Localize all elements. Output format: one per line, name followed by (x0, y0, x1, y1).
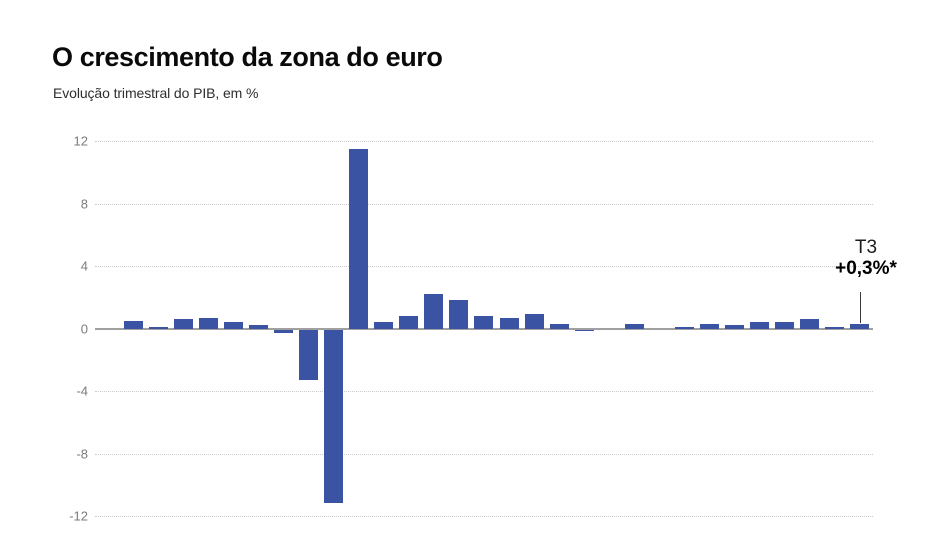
y-axis-tick-label: -4 (76, 383, 88, 399)
gdp-quarter-bar (149, 326, 169, 329)
annotation-callout-line (859, 292, 861, 323)
gdp-quarter-bar (474, 316, 494, 329)
y-axis-tick-label: -8 (76, 446, 88, 461)
gdp-quarter-bar (374, 322, 394, 329)
chart-title: O crescimento da zona do euro (52, 42, 443, 72)
gdp-quarter-bar (224, 322, 244, 329)
annotation-quarter-label: T3 (854, 237, 878, 258)
gdp-quarter-bar (699, 323, 719, 329)
gdp-quarter-bar (774, 322, 794, 329)
annotation-value-label: +0,3%* (835, 258, 897, 279)
chart-subtitle: Evolução trimestral do PIB, em % (53, 85, 259, 101)
gdp-quarter-bar (249, 325, 269, 329)
y-axis-tick-label: 8 (80, 196, 88, 211)
gdp-quarter-bar (499, 317, 519, 329)
gdp-quarter-bar (850, 323, 869, 329)
gridline (95, 266, 873, 267)
gdp-quarter-bar (524, 314, 544, 329)
gdp-quarter-bar (199, 317, 219, 329)
gdp-quarter-bar (824, 326, 844, 329)
gdp-quarter-bar (299, 329, 319, 380)
gdp-quarter-bar (349, 148, 369, 329)
gdp-quarter-bar (424, 294, 444, 329)
gdp-quarter-bar (799, 319, 819, 329)
y-axis-tick-label: 4 (80, 258, 88, 274)
gdp-quarter-bar (549, 323, 569, 329)
gdp-quarter-bar (399, 316, 419, 329)
gridline (95, 516, 873, 517)
y-axis-tick-label: -12 (69, 508, 88, 524)
y-axis-tick-label: 12 (73, 133, 88, 149)
gridline (95, 141, 873, 142)
gridline (95, 391, 873, 392)
gdp-quarter-bar (324, 329, 344, 503)
gdp-quarter-bar (449, 300, 469, 329)
gdp-quarter-bar (174, 319, 194, 329)
gdp-quarter-bar (124, 320, 143, 329)
gdp-quarter-bar (574, 329, 594, 332)
gridline (95, 203, 873, 205)
gridline (95, 453, 873, 455)
gdp-quarter-bar (749, 322, 769, 329)
zero-baseline (95, 328, 873, 330)
gdp-quarter-bar (274, 329, 294, 333)
gdp-quarter-bar (674, 326, 694, 329)
y-axis-tick-label: 0 (80, 321, 88, 336)
gdp-quarter-bar (624, 323, 644, 329)
gdp-quarter-bar (724, 325, 744, 329)
